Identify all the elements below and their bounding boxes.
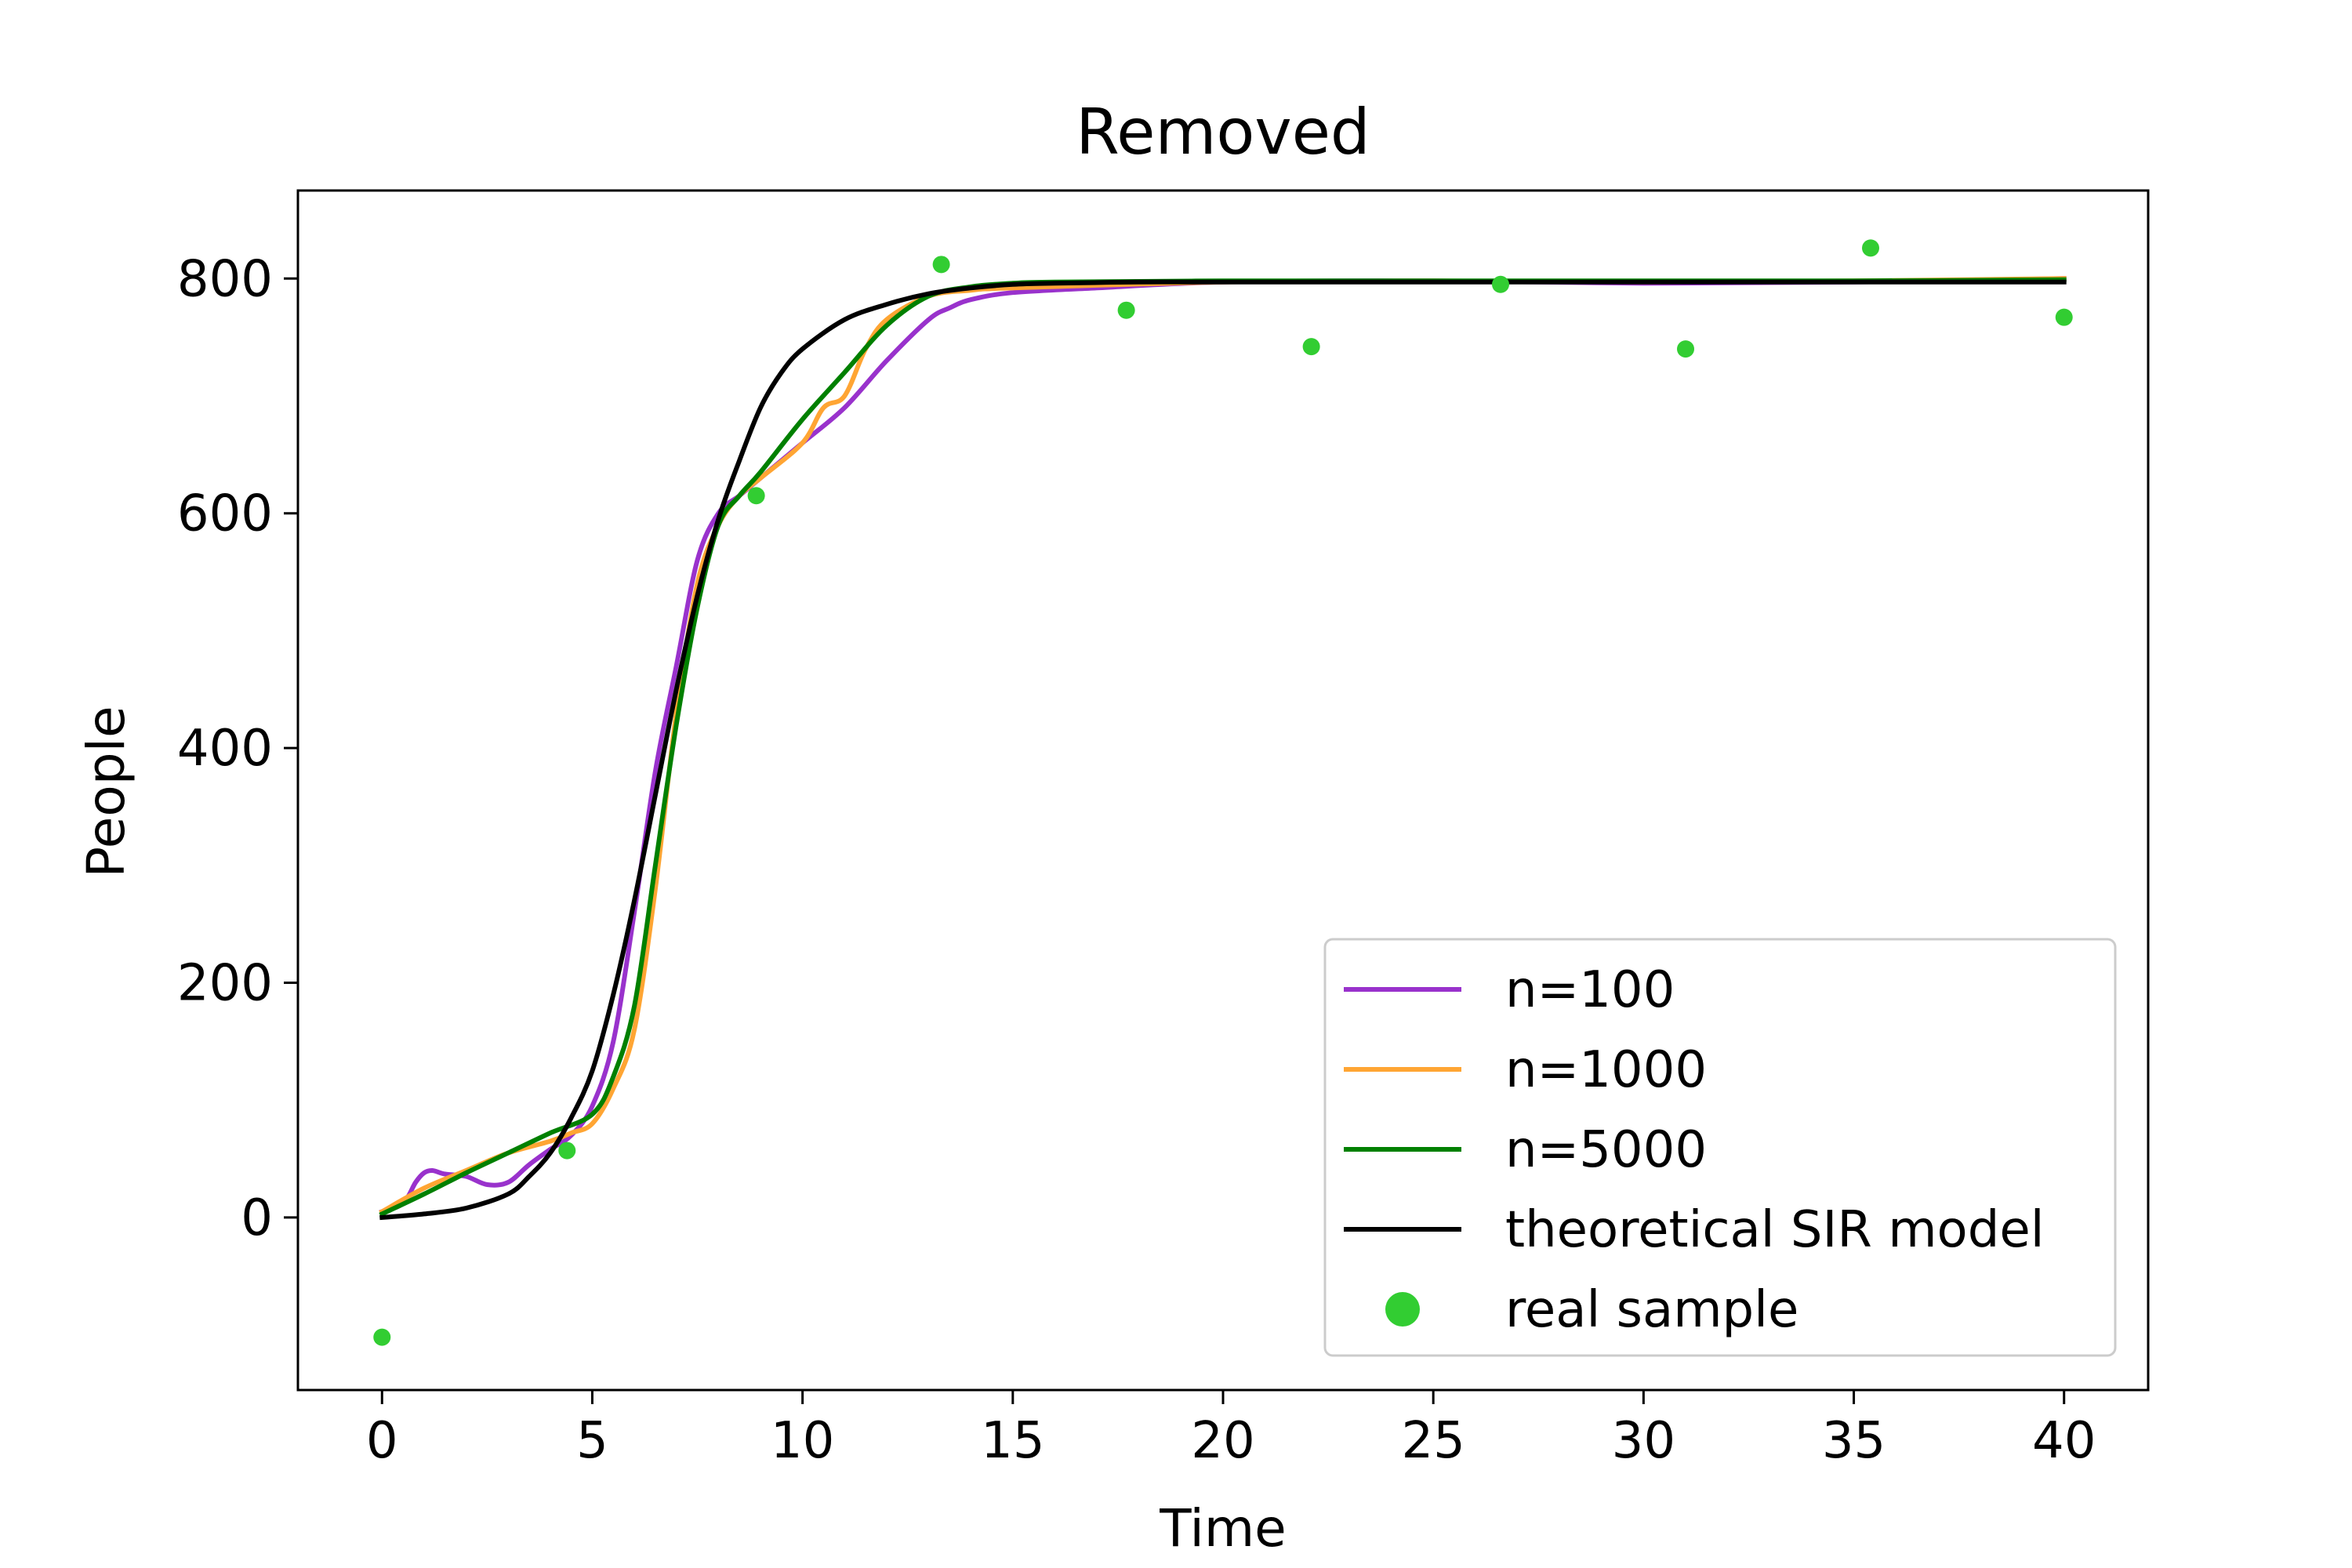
x-tick-label: 35 xyxy=(1822,1412,1886,1470)
sample-point xyxy=(932,256,950,274)
x-axis-ticks: 0 5 10 15 20 25 30 35 40 xyxy=(366,1390,2096,1470)
x-axis-label: Time xyxy=(1159,1498,1287,1559)
legend-marker xyxy=(1385,1292,1420,1327)
axes-frame xyxy=(296,189,2150,1392)
x-tick-label: 20 xyxy=(1191,1412,1254,1470)
x-tick-label: 15 xyxy=(981,1412,1044,1470)
sample-point xyxy=(373,1328,391,1346)
y-tick-label: 200 xyxy=(177,955,273,1013)
legend-box xyxy=(1323,938,2117,1357)
x-tick-label: 0 xyxy=(366,1412,398,1470)
sample-point xyxy=(1302,338,1320,356)
sample-point xyxy=(1677,340,1694,358)
legend-label: n=5000 xyxy=(1505,1121,1707,1179)
y-axis-label: People xyxy=(76,706,136,877)
y-tick-label: 400 xyxy=(177,720,273,778)
sample-point xyxy=(747,487,765,505)
sample-point xyxy=(1862,239,1879,257)
sample-point xyxy=(558,1142,576,1160)
y-tick-label: 0 xyxy=(241,1189,273,1247)
sample-point xyxy=(2055,308,2073,326)
x-tick-label: 30 xyxy=(1612,1412,1675,1470)
legend-label: n=100 xyxy=(1505,961,1675,1019)
sample-point xyxy=(1117,301,1135,319)
y-tick-label: 800 xyxy=(177,250,273,308)
sample-point xyxy=(1492,275,1509,293)
series-line-theoretical-sir xyxy=(379,279,2067,1221)
legend: n=100 n=1000 n=5000 theoretical SIR model re… xyxy=(1323,938,2117,1357)
legend-label: real sample xyxy=(1505,1281,1798,1339)
y-axis-ticks: 0 200 400 600 800 xyxy=(177,250,298,1247)
plot-area xyxy=(373,239,2073,1346)
legend-label: n=1000 xyxy=(1505,1041,1707,1099)
legend-label: theoretical SIR model xyxy=(1505,1201,2044,1259)
y-tick-label: 600 xyxy=(177,485,273,543)
chart-title: Removed xyxy=(1076,96,1370,169)
x-tick-label: 5 xyxy=(576,1412,608,1470)
x-tick-label: 25 xyxy=(1401,1412,1465,1470)
x-tick-label: 40 xyxy=(2032,1412,2096,1470)
x-tick-label: 10 xyxy=(771,1412,834,1470)
